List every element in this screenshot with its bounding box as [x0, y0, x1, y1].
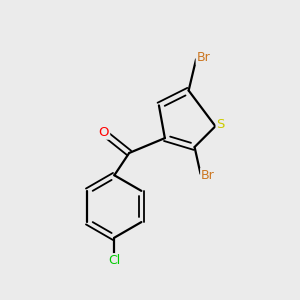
Text: Br: Br	[196, 51, 210, 64]
Text: Cl: Cl	[108, 254, 121, 267]
Text: S: S	[217, 118, 225, 131]
Text: O: O	[99, 126, 109, 139]
Text: Br: Br	[201, 169, 215, 182]
